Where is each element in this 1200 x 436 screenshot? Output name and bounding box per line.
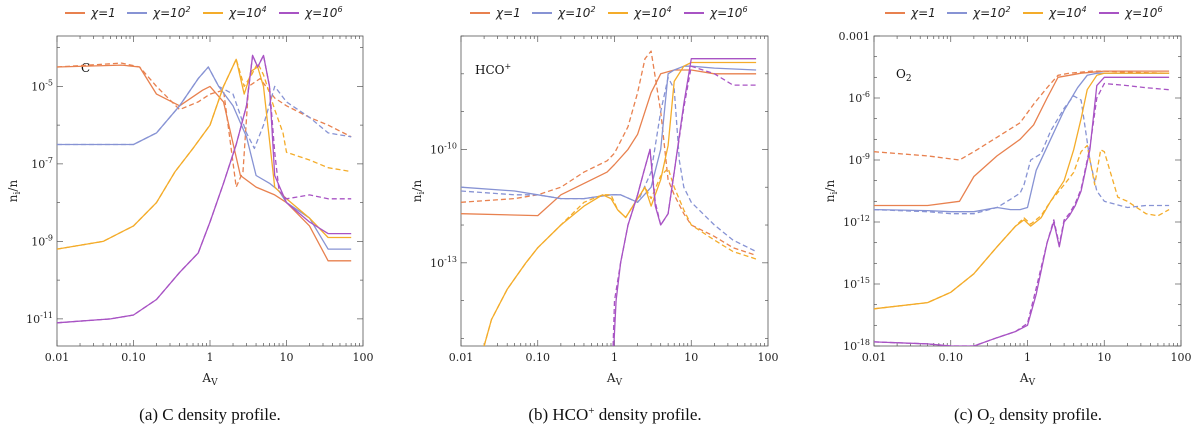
series-line-2-dashed bbox=[874, 70, 1170, 161]
y-tick-label: 10-9 bbox=[31, 233, 53, 248]
y-tick-label: 10-11 bbox=[26, 311, 53, 326]
legend-label: χ=104 bbox=[228, 5, 267, 20]
series-line-7-solid bbox=[57, 54, 352, 324]
y-tick-label: 10-10 bbox=[430, 141, 457, 156]
x-tick-label: 10 bbox=[684, 351, 698, 364]
plot-frame bbox=[873, 35, 1182, 347]
series-line-3-solid bbox=[57, 66, 352, 250]
panel-caption: (b) HCO+ density profile. bbox=[528, 405, 701, 424]
series-line-1-solid bbox=[874, 70, 1170, 207]
legend-label: χ=106 bbox=[709, 5, 748, 20]
y-axis-label: ni/n bbox=[823, 180, 840, 203]
x-axis-label: AV bbox=[606, 371, 623, 388]
x-tick-label: 1 bbox=[611, 351, 618, 364]
legend-label: χ=102 bbox=[557, 5, 596, 20]
y-tick-label: 10-12 bbox=[843, 214, 870, 229]
x-tick-label: 100 bbox=[758, 351, 779, 364]
y-tick-label: 10-9 bbox=[848, 152, 870, 167]
series-line-6-dashed bbox=[57, 58, 352, 250]
x-tick-label: 0.01 bbox=[449, 351, 474, 364]
legend-label: χ=104 bbox=[1048, 5, 1087, 20]
panel-caption: (a) C density profile. bbox=[139, 405, 281, 424]
series-line-3-solid bbox=[461, 65, 757, 203]
legend: χ=1 χ=102 χ=104 χ=106 bbox=[470, 5, 748, 20]
series-line-2-dashed bbox=[57, 62, 352, 188]
x-tick-label: 100 bbox=[353, 351, 374, 364]
series-line-2-dashed bbox=[461, 50, 757, 256]
panel-species-label: C bbox=[81, 61, 90, 75]
x-tick-label: 1 bbox=[207, 351, 214, 364]
x-axis-label: AV bbox=[201, 371, 218, 388]
y-tick-label: 10-15 bbox=[843, 276, 870, 291]
legend-label: χ=106 bbox=[304, 5, 343, 20]
x-tick-label: 0.01 bbox=[862, 351, 887, 364]
legend-label: χ=1 bbox=[495, 6, 521, 20]
x-tick-label: 0.10 bbox=[121, 351, 146, 364]
x-tick-label: 0.10 bbox=[939, 351, 964, 364]
chart-panel-1: 0.01 0.10 1 10 100 10-11 10-9 10-7 10-5 AV ni/n Cχ=… bbox=[6, 5, 374, 424]
series-line-8-dashed bbox=[57, 54, 352, 324]
panel-caption: (c) O2 density profile. bbox=[954, 405, 1102, 427]
y-tick-label: 10-13 bbox=[430, 255, 457, 270]
y-tick-label: 10-18 bbox=[843, 338, 870, 353]
y-tick-label: 10-5 bbox=[31, 78, 53, 93]
series-line-4-dashed bbox=[57, 66, 352, 150]
y-axis-label: ni/n bbox=[6, 180, 23, 203]
panel-species-label: O2 bbox=[896, 67, 912, 84]
plot-frame bbox=[56, 35, 364, 347]
x-tick-label: 0.10 bbox=[526, 351, 551, 364]
legend-label: χ=1 bbox=[910, 6, 936, 20]
y-tick-label: 10-6 bbox=[848, 90, 870, 105]
x-tick-label: 0.01 bbox=[45, 351, 70, 364]
y-tick-label: 10-7 bbox=[31, 156, 53, 171]
series-line-1-solid bbox=[461, 69, 757, 217]
series-line-1-solid bbox=[57, 64, 352, 262]
x-tick-label: 100 bbox=[1171, 351, 1192, 364]
legend: χ=1 χ=102 χ=104 χ=106 bbox=[65, 5, 343, 20]
legend-label: χ=1 bbox=[90, 6, 116, 20]
legend-label: χ=102 bbox=[972, 5, 1011, 20]
series-line-6-dashed bbox=[874, 144, 1170, 310]
series-line-6-dashed bbox=[483, 167, 757, 346]
x-axis-label: AV bbox=[1019, 371, 1036, 388]
series-line-3-solid bbox=[874, 72, 1170, 213]
legend-label: χ=102 bbox=[152, 5, 191, 20]
panel-species-label: HCO+ bbox=[475, 62, 511, 77]
y-tick-label: 0.001 bbox=[839, 30, 871, 43]
series-line-4-dashed bbox=[461, 76, 757, 253]
series-line-5-solid bbox=[483, 61, 757, 346]
series-line-8-dashed bbox=[612, 65, 757, 346]
x-tick-label: 10 bbox=[280, 351, 294, 364]
x-tick-label: 10 bbox=[1097, 351, 1111, 364]
y-axis-label: ni/n bbox=[410, 180, 427, 203]
x-tick-label: 1 bbox=[1024, 351, 1031, 364]
series-line-4-dashed bbox=[874, 95, 1170, 215]
legend-label: χ=104 bbox=[633, 5, 672, 20]
chart-panel-3: 0.01 0.10 1 10 100 10-18 10-15 10-12 10-9 10-6 0.0… bbox=[823, 5, 1192, 427]
legend: χ=1 χ=102 χ=104 χ=106 bbox=[885, 5, 1163, 20]
series-line-8-dashed bbox=[874, 82, 1170, 346]
legend-label: χ=106 bbox=[1124, 5, 1163, 20]
